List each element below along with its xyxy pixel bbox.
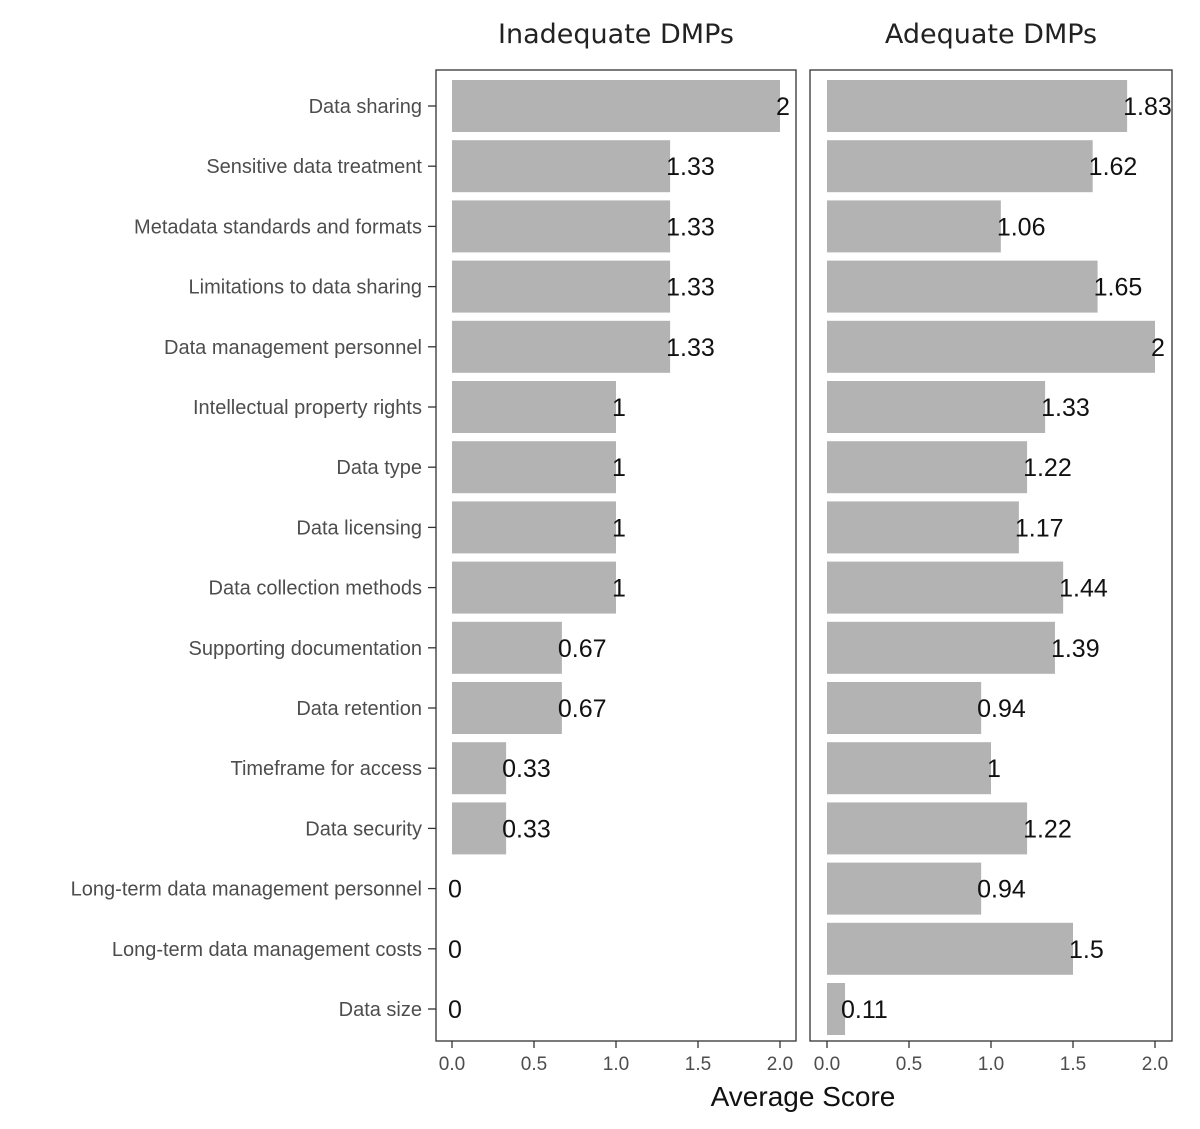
bar [827,862,982,915]
category-label: Limitations to data sharing [189,277,422,299]
data-label: 1.33 [666,334,715,362]
data-label: 1.33 [666,213,715,241]
bar [452,441,616,494]
bar [452,260,671,313]
data-label: 1.44 [1059,575,1108,603]
data-label: 2 [776,93,790,121]
bar [452,742,507,795]
x-tick-label: 1.0 [978,1054,1004,1075]
bar [452,320,671,373]
x-tick-label: 2.0 [1142,1054,1168,1075]
facet-title: Inadequate DMPs [498,19,734,50]
bar [827,80,1128,132]
bar [827,621,1055,674]
data-label: 1.65 [1094,274,1143,302]
x-tick-label: 1.5 [685,1054,711,1075]
bar [452,621,562,674]
bar [827,922,1073,975]
bar [452,802,507,855]
category-label: Data sharing [309,96,422,118]
data-label: 1.5 [1069,936,1104,964]
category-label: Long-term data management personnel [71,879,422,901]
category-label: Data management personnel [164,337,422,359]
category-label: Data collection methods [209,578,422,600]
bar [452,561,616,614]
bar [827,561,1064,614]
category-label: Long-term data management costs [112,939,422,961]
data-label: 0.67 [558,695,607,723]
data-label: 0 [448,936,462,964]
bar [827,260,1098,313]
data-label: 1.22 [1023,454,1072,482]
bar [452,501,616,554]
x-tick-label: 0.0 [439,1054,465,1075]
x-tick-label: 0.5 [896,1054,922,1075]
category-label: Supporting documentation [189,638,423,660]
data-label: 0.94 [977,876,1026,904]
category-label: Timeframe for access [230,758,422,780]
bar [827,802,1028,855]
data-label: 1.33 [1041,394,1090,422]
data-label: 1.17 [1015,514,1064,542]
data-label: 0.11 [841,996,888,1024]
bar [452,381,616,433]
category-labels: Data sharing Sensitive data treatment Meta… [71,96,436,1021]
data-label: 1 [612,454,626,482]
bar [827,381,1046,433]
data-label: 0 [448,996,462,1024]
data-label: 0.33 [502,755,551,783]
bar [452,200,671,253]
data-label: 2 [1151,334,1165,362]
bar [452,682,562,734]
category-label: Sensitive data treatment [206,156,422,178]
data-label: 0 [448,876,462,904]
data-label: 1 [612,514,626,542]
bar [827,983,846,1035]
category-label: Intellectual property rights [193,397,422,419]
x-tick-label: 0.5 [521,1054,547,1075]
category-label: Metadata standards and formats [134,216,422,238]
data-label: 0.67 [558,635,607,663]
bar [827,501,1019,554]
bar [827,441,1028,494]
bar [827,200,1001,253]
data-label: 0.94 [977,695,1026,723]
category-label: Data size [339,999,422,1021]
x-tick-label: 1.5 [1060,1054,1086,1075]
category-label: Data type [336,457,422,479]
bar [827,682,982,734]
data-label: 1.06 [997,213,1046,241]
x-tick-label: 0.0 [814,1054,840,1075]
bar [827,742,991,795]
data-label: 1.22 [1023,815,1072,843]
facet-panel: 1.83 1.62 1.06 1.65 2 1.33 1.22 1.17 1.44 1.39 0.9… [809,69,1173,1075]
facet-panel: 2 1.33 1.33 1.33 1.33 1 1 1 1 0.67 0.67 0.33 0.33 0 0 0… [435,69,797,1075]
data-label: 1.33 [666,153,715,181]
panels: 2 1.33 1.33 1.33 1.33 1 1 1 1 0.67 0.67 0.33 0.33 0 0 0… [435,69,1173,1075]
data-label: 1.33 [666,274,715,302]
x-tick-label: 1.0 [603,1054,629,1075]
data-label: 1 [612,575,626,603]
data-label: 1.62 [1089,153,1138,181]
facet-title: Adequate DMPs [885,19,1097,50]
bar [452,80,780,132]
category-label: Data licensing [296,517,422,539]
bar [827,140,1093,193]
x-tick-label: 2.0 [767,1054,793,1075]
bar [452,140,671,193]
facet-titles: Inadequate DMPs Adequate DMPs [498,19,1097,50]
data-label: 1.83 [1123,93,1172,121]
bar [827,320,1155,373]
data-label: 1 [612,394,626,422]
data-label: 1.39 [1051,635,1100,663]
data-label: 0.33 [502,815,551,843]
category-label: Data retention [296,698,422,720]
x-axis-title: Average Score [711,1081,896,1112]
data-label: 1 [987,755,1001,783]
category-label: Data security [305,818,422,840]
